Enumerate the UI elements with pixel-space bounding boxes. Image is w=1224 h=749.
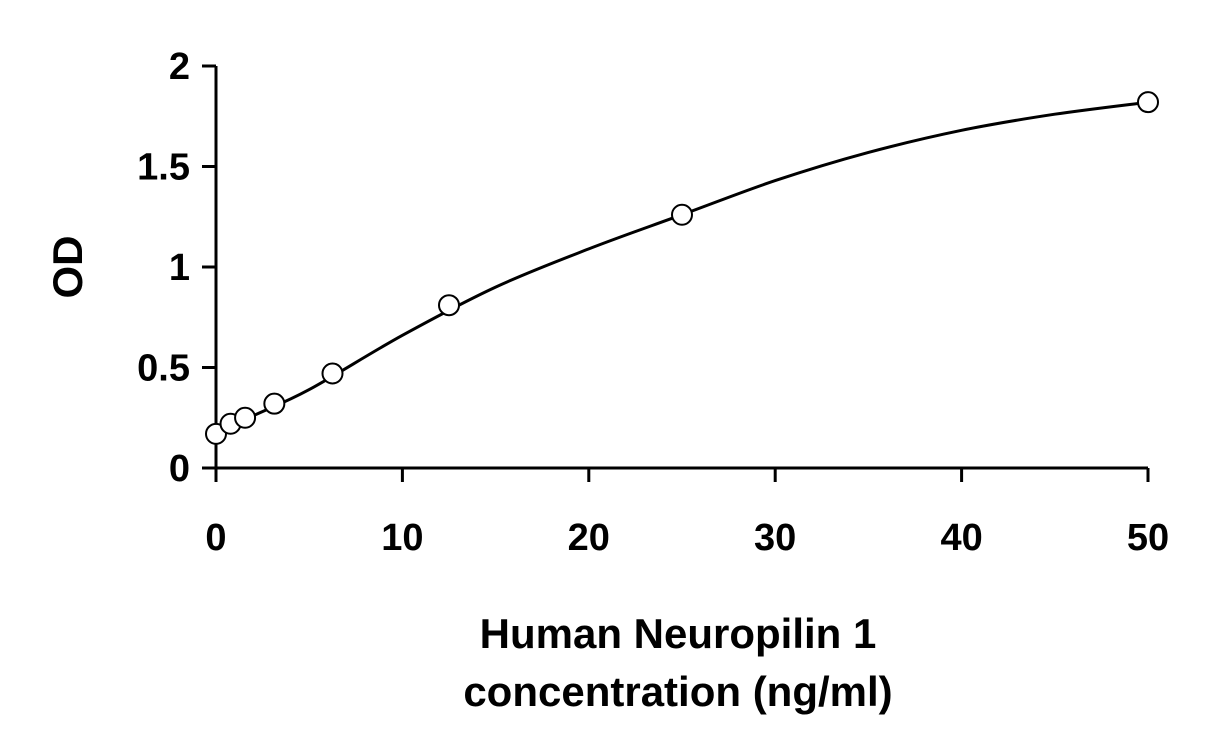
x-tick-label: 20 [568,517,610,559]
y-axis-title: OD [44,236,91,299]
x-tick-label: 40 [940,517,982,559]
x-tick-label: 10 [381,517,423,559]
y-tick-label: 2 [169,46,190,88]
fit-curve-layer [215,100,1149,436]
y-tick-label: 0.5 [137,348,190,390]
data-point [234,406,257,429]
y-tick-label: 0 [169,448,190,490]
data-point [671,203,693,226]
data-point [321,362,344,385]
fit-curve [215,100,1149,436]
ticks: 00.511.520 10 20 30 40 50 [137,46,1169,559]
y-tick-label: 1.5 [137,147,190,189]
x-axis-title-line-1: Human Neuropilin 1 [480,610,877,657]
data-point [263,392,286,415]
axis-titles: OD Human Neuropilin 1 concentration (ng/… [44,236,893,716]
axes [214,66,1148,470]
x-tick-label: 30 [754,517,796,559]
y-tick-label: 1 [169,247,190,289]
x-tick-label: 50 [1127,517,1169,559]
data-point [438,294,460,317]
x-axis-title-line-2: concentration (ng/ml) [463,668,892,715]
x-tick-label: 0 [205,517,226,559]
data-points [205,91,1159,445]
data-point [1137,91,1159,114]
